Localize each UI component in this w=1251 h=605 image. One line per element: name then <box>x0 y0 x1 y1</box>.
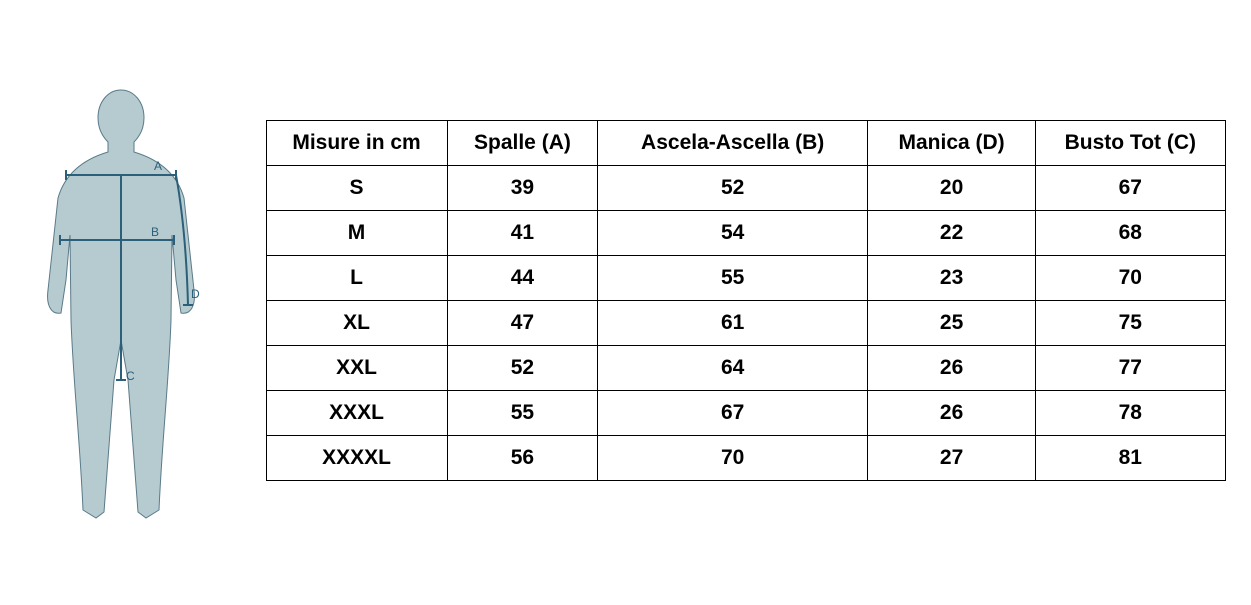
cell-value: 52 <box>447 345 598 390</box>
cell-size: XXL <box>266 345 447 390</box>
col-header-busto: Busto Tot (C) <box>1036 120 1225 165</box>
label-A: A <box>154 159 162 173</box>
table-row: XXL 52 64 26 77 <box>266 345 1225 390</box>
col-header-spalle: Spalle (A) <box>447 120 598 165</box>
table-row: XL 47 61 25 75 <box>266 300 1225 345</box>
cell-value: 26 <box>868 390 1036 435</box>
cell-value: 68 <box>1036 210 1225 255</box>
col-header-ascella: Ascela-Ascella (B) <box>598 120 868 165</box>
cell-value: 23 <box>868 255 1036 300</box>
table-row: S 39 52 20 67 <box>266 165 1225 210</box>
cell-value: 52 <box>598 165 868 210</box>
cell-value: 55 <box>447 390 598 435</box>
cell-value: 27 <box>868 435 1036 480</box>
cell-size: L <box>266 255 447 300</box>
cell-value: 67 <box>1036 165 1225 210</box>
cell-size: XXXXL <box>266 435 447 480</box>
cell-value: 25 <box>868 300 1036 345</box>
cell-value: 22 <box>868 210 1036 255</box>
table-row: XXXXL 56 70 27 81 <box>266 435 1225 480</box>
cell-size: XL <box>266 300 447 345</box>
label-C: C <box>126 369 135 383</box>
cell-value: 39 <box>447 165 598 210</box>
body-silhouette-icon: A B C D <box>26 80 216 520</box>
cell-value: 78 <box>1036 390 1225 435</box>
table-row: M 41 54 22 68 <box>266 210 1225 255</box>
cell-size: M <box>266 210 447 255</box>
table-row: XXXL 55 67 26 78 <box>266 390 1225 435</box>
table-row: L 44 55 23 70 <box>266 255 1225 300</box>
size-chart-table: Misure in cm Spalle (A) Ascela-Ascella (… <box>266 120 1226 481</box>
table-header-row: Misure in cm Spalle (A) Ascela-Ascella (… <box>266 120 1225 165</box>
cell-value: 75 <box>1036 300 1225 345</box>
cell-value: 67 <box>598 390 868 435</box>
cell-value: 61 <box>598 300 868 345</box>
label-B: B <box>151 225 159 239</box>
cell-value: 47 <box>447 300 598 345</box>
col-header-manica: Manica (D) <box>868 120 1036 165</box>
cell-value: 54 <box>598 210 868 255</box>
cell-value: 44 <box>447 255 598 300</box>
cell-value: 55 <box>598 255 868 300</box>
cell-value: 81 <box>1036 435 1225 480</box>
cell-value: 70 <box>1036 255 1225 300</box>
body-measurement-diagram: A B C D <box>26 80 216 520</box>
cell-value: 41 <box>447 210 598 255</box>
label-D: D <box>191 287 200 301</box>
cell-size: S <box>266 165 447 210</box>
cell-size: XXXL <box>266 390 447 435</box>
col-header-misure: Misure in cm <box>266 120 447 165</box>
cell-value: 26 <box>868 345 1036 390</box>
cell-value: 56 <box>447 435 598 480</box>
cell-value: 70 <box>598 435 868 480</box>
cell-value: 77 <box>1036 345 1225 390</box>
cell-value: 20 <box>868 165 1036 210</box>
cell-value: 64 <box>598 345 868 390</box>
